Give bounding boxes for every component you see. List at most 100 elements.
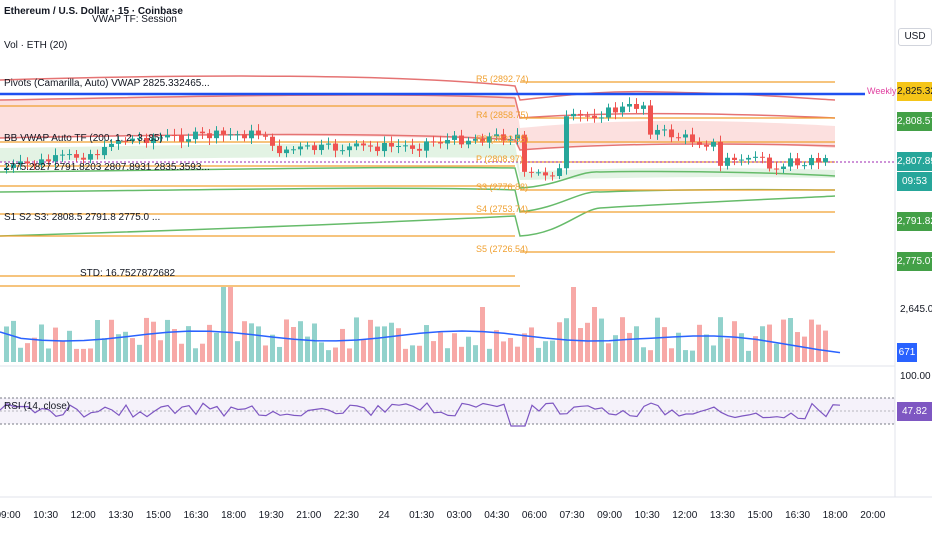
volume-legend[interactable]: Vol · ETH (20) xyxy=(4,40,68,51)
candle-body xyxy=(585,115,590,117)
candle-body xyxy=(46,159,51,162)
candle-body xyxy=(109,143,114,147)
candle-body xyxy=(473,138,478,141)
volume-bar xyxy=(235,341,240,362)
volume-bar xyxy=(403,348,408,362)
candle-body xyxy=(655,129,660,135)
volume-bar xyxy=(326,350,331,362)
volume-bar xyxy=(25,343,30,362)
volume-bar xyxy=(816,324,821,362)
candle-body xyxy=(620,106,625,113)
pivot-label-6: S5 (2726.54) xyxy=(476,244,529,254)
volume-bar xyxy=(711,345,716,362)
candle-body xyxy=(95,154,100,156)
candle-body xyxy=(599,117,604,119)
volume-bar xyxy=(697,324,702,362)
candle-body xyxy=(802,165,807,167)
volume-bar xyxy=(634,326,639,362)
time-label-20: 15:00 xyxy=(747,510,773,521)
volume-bar xyxy=(557,322,562,362)
candle-body xyxy=(606,107,611,118)
candle-body xyxy=(333,143,338,151)
candle-body xyxy=(312,145,317,151)
volume-bar xyxy=(298,321,303,362)
volume-bar xyxy=(732,321,737,362)
candle-body xyxy=(88,154,93,160)
volume-bar xyxy=(788,318,793,362)
volume-bar xyxy=(718,317,723,362)
time-label-2: 12:00 xyxy=(70,510,96,521)
volume-bar xyxy=(123,331,128,362)
candle-body xyxy=(137,137,142,139)
candle-body xyxy=(4,167,9,170)
candle-body xyxy=(571,113,576,117)
candle-body xyxy=(200,131,205,134)
volume-ma-line xyxy=(0,330,841,354)
candle-body xyxy=(536,172,541,174)
candle-body xyxy=(235,134,240,136)
volume-bar xyxy=(32,337,37,362)
std-values-legend: 2775.2827 2791.8203 2807.8931 2835.3593.… xyxy=(4,162,210,173)
currency-button[interactable]: USD xyxy=(898,28,932,46)
candle-body xyxy=(508,139,513,141)
volume-bar xyxy=(480,307,485,362)
candle-body xyxy=(494,134,499,137)
volume-bar xyxy=(158,340,163,362)
pivot-label-4: S3 (2776.88) xyxy=(476,182,529,192)
candle-body xyxy=(557,168,562,177)
candle-body xyxy=(676,137,681,139)
rsi-axis-top: 100.00 xyxy=(900,371,931,382)
symbol-title: Ethereum / U.S. Dollar · 15 · Coinbase xyxy=(4,6,183,17)
candle-body xyxy=(732,157,737,160)
pivots-legend[interactable]: Pivots (Camarilla, Auto) VWAP 2825.33246… xyxy=(4,78,210,89)
candle-body xyxy=(284,149,289,154)
candle-body xyxy=(193,131,198,140)
time-label-13: 04:30 xyxy=(484,510,510,521)
volume-bar xyxy=(200,343,205,362)
volume-bar xyxy=(543,341,548,362)
candle-body xyxy=(270,136,275,146)
pivot-label-1: R4 (2858.75) xyxy=(476,110,529,120)
candle-body xyxy=(529,171,534,173)
volume-bar xyxy=(739,333,744,362)
candle-body xyxy=(361,143,366,146)
candle-body xyxy=(753,156,758,158)
candle-body xyxy=(445,139,450,144)
volume-bar xyxy=(382,326,387,362)
candle-body xyxy=(711,141,716,147)
time-label-7: 19:30 xyxy=(258,510,284,521)
volume-bar xyxy=(683,350,688,362)
volume-bar xyxy=(186,326,191,362)
candle-body xyxy=(130,138,135,141)
vwap-bands-legend[interactable]: BB VWAP Auto TF (200, 1, 2, 3, 85) xyxy=(4,133,163,144)
candle-body xyxy=(214,130,219,139)
candle-body xyxy=(690,134,695,143)
volume-bar xyxy=(74,348,79,362)
volume-bar xyxy=(774,343,779,362)
candle-body xyxy=(249,130,254,139)
pivot-label-2: R3 (2832.55) xyxy=(476,134,529,144)
volume-bar xyxy=(368,319,373,362)
candle-body xyxy=(389,143,394,147)
candle-body xyxy=(410,145,415,149)
candle-body xyxy=(368,145,373,147)
rsi-legend[interactable]: RSI (14, close) xyxy=(4,401,71,412)
candle-body xyxy=(459,135,464,145)
candle-body xyxy=(781,166,786,169)
volume-axis-label: 2,645.00 xyxy=(900,304,932,315)
time-label-17: 10:30 xyxy=(634,510,660,521)
candle-body xyxy=(32,163,37,165)
volume-bar xyxy=(585,322,590,362)
volume-bar xyxy=(746,350,751,362)
candle-body xyxy=(228,134,233,136)
volume-bar xyxy=(151,321,156,362)
volume-bar xyxy=(95,320,100,362)
volume-bar xyxy=(263,345,268,362)
volume-bar xyxy=(389,322,394,362)
time-label-16: 09:00 xyxy=(597,510,623,521)
candle-body xyxy=(81,157,86,160)
candle-body xyxy=(578,113,583,116)
volume-bar xyxy=(571,287,576,362)
time-label-23: 20:00 xyxy=(860,510,886,521)
